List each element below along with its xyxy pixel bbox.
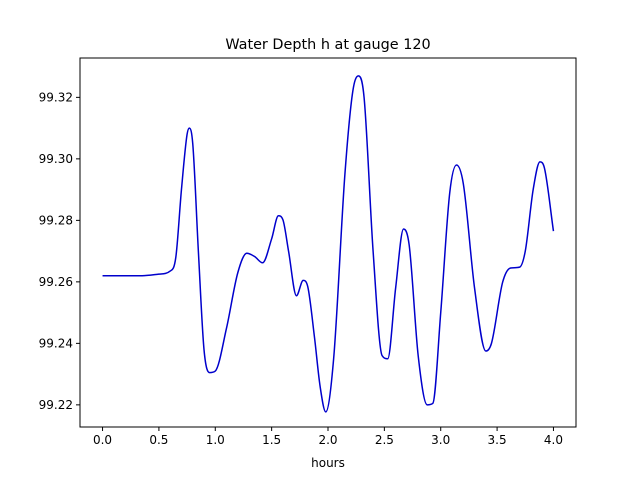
- y-tick-label: 99.22: [39, 398, 73, 412]
- x-axis-ticks: 0.0 0.5 1.0 1.5 2.0 2.5 3.0 3.5 4.0: [93, 427, 563, 447]
- series-layer: [102, 75, 555, 413]
- x-tick-label: 2.5: [375, 433, 394, 447]
- plot-frame: [79, 57, 577, 428]
- x-tick-label: 3.5: [488, 433, 507, 447]
- y-tick-label: 99.30: [39, 152, 73, 166]
- x-tick-label: 1.5: [262, 433, 281, 447]
- x-tick-label: 3.0: [431, 433, 450, 447]
- x-tick-label: 1.0: [206, 433, 225, 447]
- x-tick-label: 2.0: [318, 433, 337, 447]
- x-tick-label: 4.0: [544, 433, 563, 447]
- x-tick-label: 0.5: [149, 433, 168, 447]
- plot-area: [80, 58, 576, 427]
- x-axis-label: hours: [311, 456, 345, 470]
- y-tick-label: 99.32: [39, 90, 73, 104]
- series-line-0: [102, 75, 555, 413]
- y-tick-label: 99.28: [39, 213, 73, 227]
- x-tick-label: 0.0: [93, 433, 112, 447]
- y-tick-label: 99.24: [39, 336, 73, 350]
- chart-title: Water Depth h at gauge 120: [225, 37, 430, 53]
- y-axis-ticks: 99.22 99.24 99.26 99.28 99.30 99.32: [39, 90, 80, 412]
- y-tick-label: 99.26: [39, 275, 73, 289]
